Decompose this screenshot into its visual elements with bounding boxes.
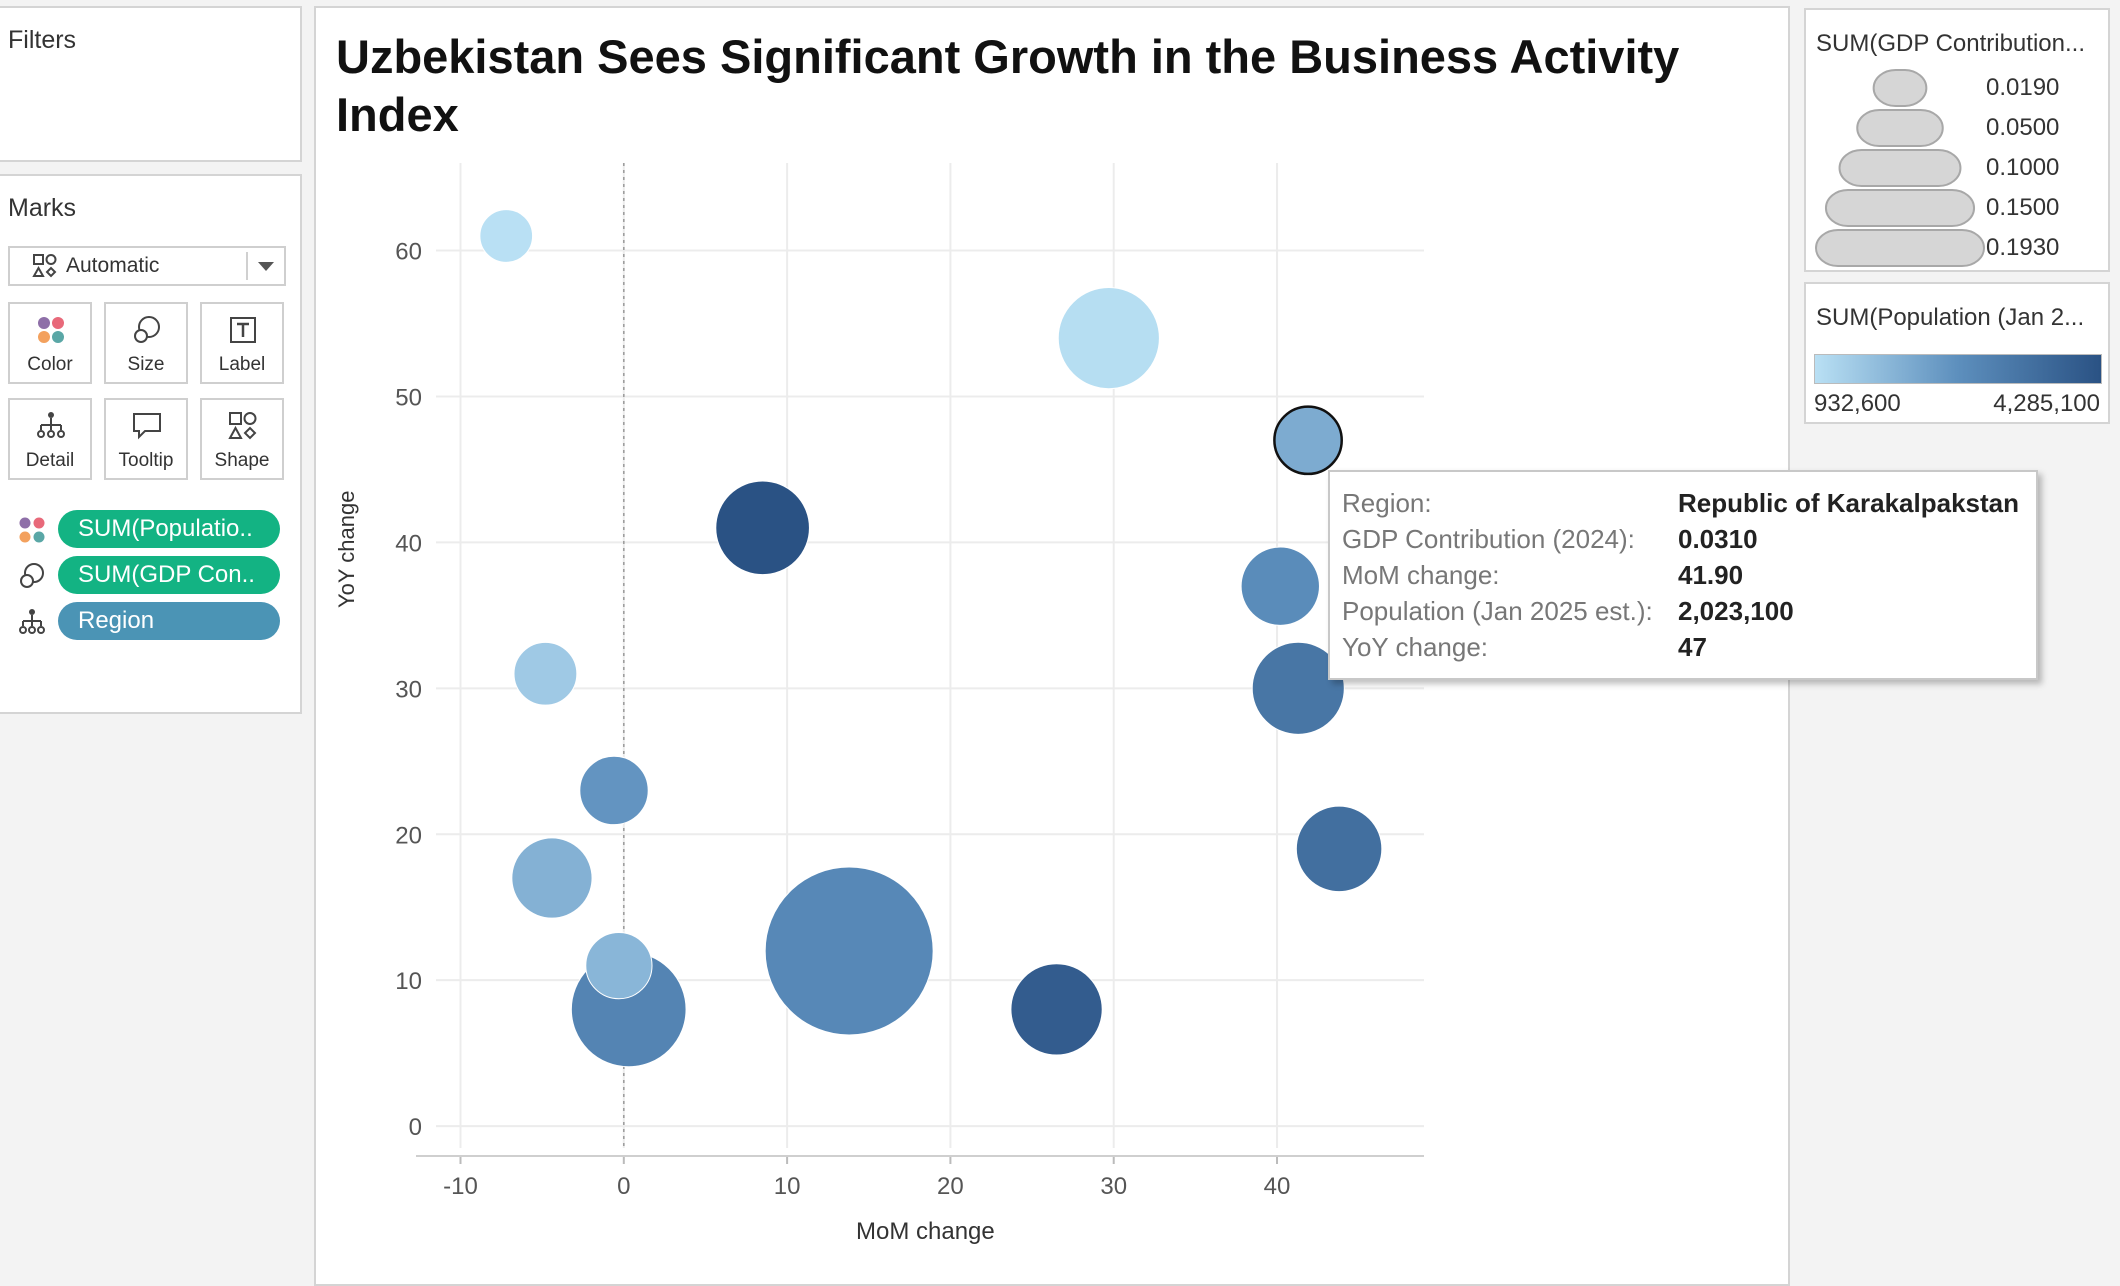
- hierarchy-icon: [19, 609, 45, 634]
- size-legend-title: SUM(GDP Contribution...: [1816, 30, 2085, 57]
- data-point[interactable]: [1251, 641, 1345, 735]
- tooltip-button-label: Tooltip: [118, 450, 174, 471]
- scatter-plot: -10 0 10 20 30 40 0 10 20 30 40 50 60: [395, 163, 1424, 1200]
- x-tick-label: 30: [1100, 1173, 1127, 1200]
- label-button-label: Label: [218, 354, 266, 375]
- size-legend[interactable]: SUM(GDP Contribution... 0.0190 0.0500 0.…: [1804, 8, 2110, 272]
- y-tick-label: 0: [409, 1114, 422, 1141]
- shape-button-label: Shape: [214, 450, 270, 471]
- color-palette-icon: [19, 517, 45, 543]
- filters-title: Filters: [8, 26, 77, 54]
- size-legend-item: 0.0500: [1986, 114, 2060, 141]
- size-icon: [134, 316, 160, 343]
- color-field-pill[interactable]: SUM(Populatio..: [58, 510, 280, 548]
- size-icon: [20, 563, 44, 588]
- size-legend-shape: [1838, 149, 1962, 187]
- size-button-label: Size: [127, 354, 165, 375]
- y-tick-label: 30: [395, 676, 422, 703]
- data-point[interactable]: [513, 641, 578, 706]
- marks-title: Marks: [8, 194, 77, 222]
- mark-type-dropdown[interactable]: Automatic: [8, 246, 286, 286]
- data-point[interactable]: [1240, 546, 1320, 626]
- x-axis-title: MoM change: [856, 1218, 995, 1245]
- color-legend-title: SUM(Population (Jan 2...: [1816, 304, 2085, 331]
- label-button[interactable]: Label: [200, 302, 284, 384]
- shapes-icon: [228, 412, 257, 440]
- detail-field-pill[interactable]: Region: [58, 602, 280, 640]
- y-tick-label: 10: [395, 968, 422, 995]
- x-tick-label: 40: [1264, 1173, 1291, 1200]
- shapes-icon: [32, 254, 57, 278]
- color-button-label: Color: [27, 354, 73, 375]
- data-point[interactable]: [479, 209, 534, 263]
- data-point[interactable]: [585, 931, 653, 1000]
- y-tick-label: 50: [395, 384, 422, 411]
- size-field-pill[interactable]: SUM(GDP Con..: [58, 556, 280, 594]
- detail-button-label: Detail: [25, 450, 75, 471]
- y-tick-label: 40: [395, 530, 422, 557]
- size-button[interactable]: Size: [104, 302, 188, 384]
- size-legend-item: 0.1000: [1986, 154, 2060, 181]
- size-legend-shape: [1856, 109, 1944, 147]
- chevron-down-icon[interactable]: [258, 262, 274, 271]
- size-legend-shape: [1872, 69, 1928, 107]
- size-legend-shape: [1824, 189, 1976, 227]
- mark-tooltip: Region: Republic of Karakalpakstan GDP C…: [1328, 470, 2038, 680]
- data-point[interactable]: [579, 755, 649, 826]
- color-legend-min: 932,600: [1814, 390, 1901, 417]
- color-palette-icon: [38, 317, 64, 343]
- color-ramp: [1814, 354, 2102, 384]
- data-point[interactable]: [715, 480, 810, 576]
- x-tick-label: -10: [443, 1173, 478, 1200]
- data-point[interactable]: [511, 837, 593, 919]
- speech-bubble-icon: [133, 413, 161, 440]
- data-point[interactable]: [1057, 287, 1160, 390]
- size-legend-item: 0.1500: [1986, 194, 2060, 221]
- size-legend-item: 0.1930: [1986, 234, 2060, 261]
- tooltip-button[interactable]: Tooltip: [104, 398, 188, 480]
- detail-button[interactable]: Detail: [8, 398, 92, 480]
- color-button[interactable]: Color: [8, 302, 92, 384]
- x-tick-label: 10: [774, 1173, 801, 1200]
- data-point[interactable]: [764, 866, 934, 1036]
- y-tick-label: 20: [395, 822, 422, 849]
- chart-title: Uzbekistan Sees Significant Growth in th…: [336, 30, 1680, 141]
- x-tick-label: 20: [937, 1173, 964, 1200]
- x-tick-label: 0: [617, 1173, 630, 1200]
- size-legend-item: 0.0190: [1986, 74, 2060, 101]
- size-legend-shapes: [1815, 69, 1985, 267]
- hierarchy-icon: [37, 412, 65, 438]
- y-axis-title: YoY change: [334, 490, 359, 608]
- filters-shelf[interactable]: Filters: [0, 6, 302, 162]
- y-tick-label: 60: [395, 239, 422, 266]
- size-legend-shape: [1815, 229, 1985, 267]
- data-point[interactable]: [1010, 963, 1103, 1056]
- shape-button[interactable]: Shape: [200, 398, 284, 480]
- color-legend[interactable]: SUM(Population (Jan 2... 932,600 4,285,1…: [1804, 282, 2110, 424]
- data-point-highlighted[interactable]: [1273, 405, 1343, 476]
- color-legend-max: 4,285,100: [1993, 390, 2100, 417]
- text-label-icon: [230, 317, 256, 343]
- marks-card: Marks Automatic Color Size Label: [0, 174, 302, 714]
- worksheet-view: Uzbekistan Sees Significant Growth in th…: [314, 6, 1790, 1286]
- data-point[interactable]: [1295, 805, 1383, 893]
- mark-type-label: Automatic: [66, 254, 160, 277]
